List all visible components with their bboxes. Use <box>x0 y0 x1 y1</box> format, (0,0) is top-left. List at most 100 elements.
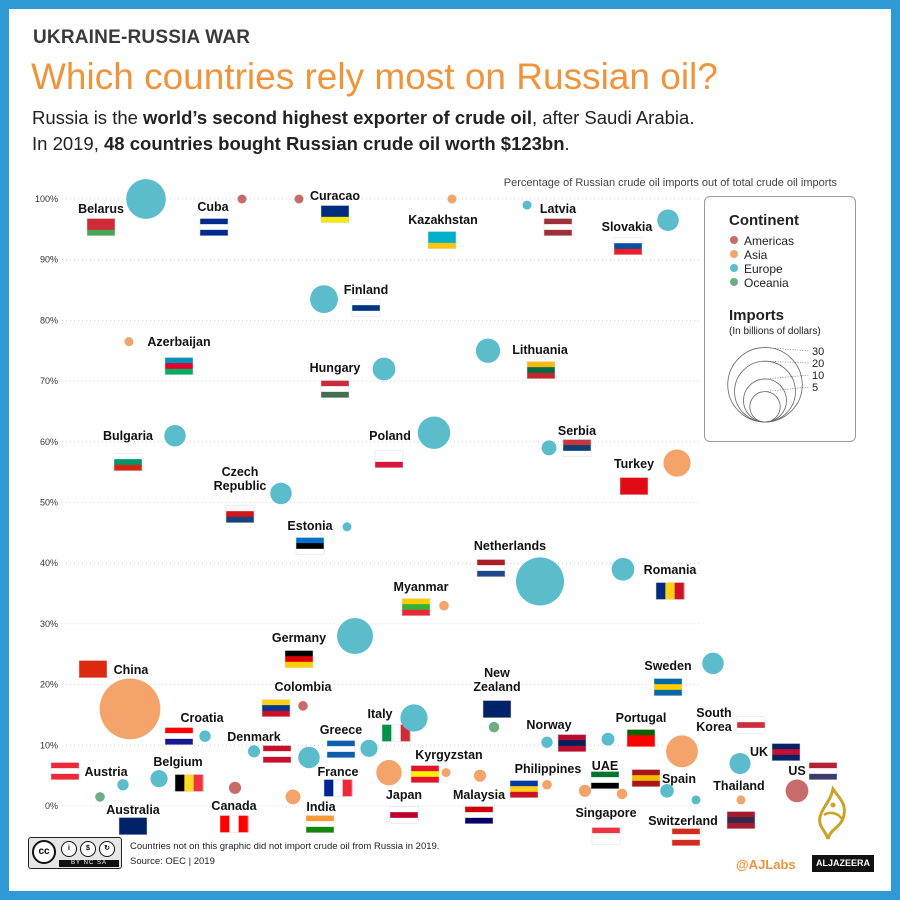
bubble-finland <box>310 285 338 314</box>
y-tick-label: 30% <box>40 619 58 629</box>
flag-colombia-icon <box>261 699 291 717</box>
flag-kazakhstan-icon <box>427 231 457 249</box>
flag-curacao-icon <box>320 205 350 223</box>
flag-thailand-icon <box>726 811 756 829</box>
y-tick-label: 70% <box>40 376 58 386</box>
flag-canada-icon <box>219 815 249 833</box>
flag-switzerland-icon <box>671 828 701 846</box>
bubble-philippines <box>542 779 552 790</box>
flag-hungary-icon <box>320 380 350 398</box>
label-colombia: Colombia <box>275 680 333 694</box>
label-myanmar: Myanmar <box>394 580 449 594</box>
flag-sweden-icon <box>653 678 683 696</box>
label-australia: Australia <box>106 803 161 817</box>
bubble-india <box>285 789 301 805</box>
bubble-azerbaijan <box>124 337 134 347</box>
flag-azerbaijan-icon <box>164 357 194 375</box>
bubble-denmark <box>247 745 261 758</box>
label-lithuania: Lithuania <box>512 343 569 357</box>
label-philippines: Philippines <box>515 762 582 776</box>
bubble-germany <box>337 618 373 655</box>
flag-singapore-icon <box>591 827 621 845</box>
flag-finland-icon <box>351 299 381 317</box>
bubble-japan <box>376 759 402 786</box>
flag-poland-icon <box>374 450 404 468</box>
bubble-austria <box>117 779 129 791</box>
kicker: UKRAINE-RUSSIA WAR <box>33 27 251 48</box>
bubble-curacao <box>294 194 304 204</box>
y-tick-label: 80% <box>40 315 58 325</box>
bubble-poland <box>417 416 451 449</box>
flag-portugal-icon <box>626 729 656 747</box>
label-cuba: Cuba <box>197 200 229 214</box>
label-poland: Poland <box>369 429 411 443</box>
bubble-latvia <box>522 200 532 210</box>
y-tick-label: 10% <box>40 740 58 750</box>
label-uk: UK <box>750 745 768 759</box>
bubble-us <box>785 779 809 803</box>
label-austria: Austria <box>84 765 128 779</box>
flag-belarus-icon <box>86 218 116 236</box>
bubble-serbia <box>541 440 557 456</box>
label-bulgaria: Bulgaria <box>103 429 154 443</box>
label-croatia: Croatia <box>180 711 224 725</box>
flag-spain-icon <box>631 769 661 787</box>
bubble-new-zealand <box>488 721 500 733</box>
bubble-kyrgyzstan <box>441 768 451 778</box>
bubble-malaysia <box>473 769 487 782</box>
y-tick-label: 0% <box>45 801 58 811</box>
legend-size-label: 5 <box>812 382 818 394</box>
label-india: India <box>306 800 336 814</box>
bubble-lithuania <box>475 338 501 363</box>
flag-germany-icon <box>284 650 314 668</box>
label-hungary: Hungary <box>310 361 361 375</box>
bubble-france <box>298 746 320 769</box>
bubble-portugal <box>601 732 615 746</box>
bubble-uk <box>729 752 751 775</box>
bubble-south-korea <box>666 735 698 768</box>
legend-label: Oceania <box>744 276 789 290</box>
flag-us-icon <box>808 762 838 780</box>
subtitle-text: , after Saudi Arabia. <box>531 107 695 128</box>
subtitle-text: . <box>564 133 570 154</box>
bubble-greece <box>360 739 378 757</box>
label-malaysia: Malaysia <box>453 788 506 802</box>
label-latvia: Latvia <box>540 202 577 216</box>
sa-icon: ↻ <box>99 841 115 857</box>
nc-icon: $ <box>80 841 96 857</box>
flag-france-icon <box>323 779 353 797</box>
twitter-handle: @AJLabs <box>736 857 796 872</box>
bubble-sweden <box>702 652 724 675</box>
flag-italy-icon <box>381 724 411 742</box>
label-china: China <box>114 663 150 677</box>
label-france: France <box>318 765 359 779</box>
label-denmark: Denmark <box>227 730 281 744</box>
subtitle-bold: world’s second highest exporter of crude… <box>143 107 532 128</box>
subtitle-bold: 48 countries bought Russian crude oil wo… <box>104 133 565 154</box>
flag-kyrgyzstan-icon <box>410 765 440 783</box>
legend-dot <box>730 278 738 286</box>
bubble-norway <box>541 736 553 748</box>
legend-continent-title: Continent <box>729 212 799 229</box>
legend-size-circle <box>749 391 781 423</box>
label-thailand: Thailand <box>713 779 764 793</box>
flag-south-korea-icon <box>736 716 766 734</box>
bubble-switzerland <box>691 795 701 805</box>
flag-croatia-icon <box>164 727 194 745</box>
flag-estonia-icon <box>295 537 325 555</box>
legend-label: Asia <box>744 248 768 262</box>
bubble-uae <box>616 788 628 800</box>
bubble-myanmar <box>439 600 449 611</box>
flag-norway-icon <box>557 734 587 752</box>
flag-turkey-icon <box>619 477 649 495</box>
subtitle-text: In 2019, <box>32 133 105 154</box>
bubble-croatia <box>199 730 211 742</box>
label-switzerland: Switzerland <box>648 814 717 828</box>
label-uae: UAE <box>592 759 618 773</box>
bubble-colombia <box>298 701 308 711</box>
cc-label: BY NC SA <box>59 860 119 867</box>
bubble-italy <box>400 704 428 732</box>
label-italy: Italy <box>367 707 392 721</box>
page-title: Which countries rely most on Russian oil… <box>31 56 718 97</box>
bubble-belarus <box>126 179 166 219</box>
